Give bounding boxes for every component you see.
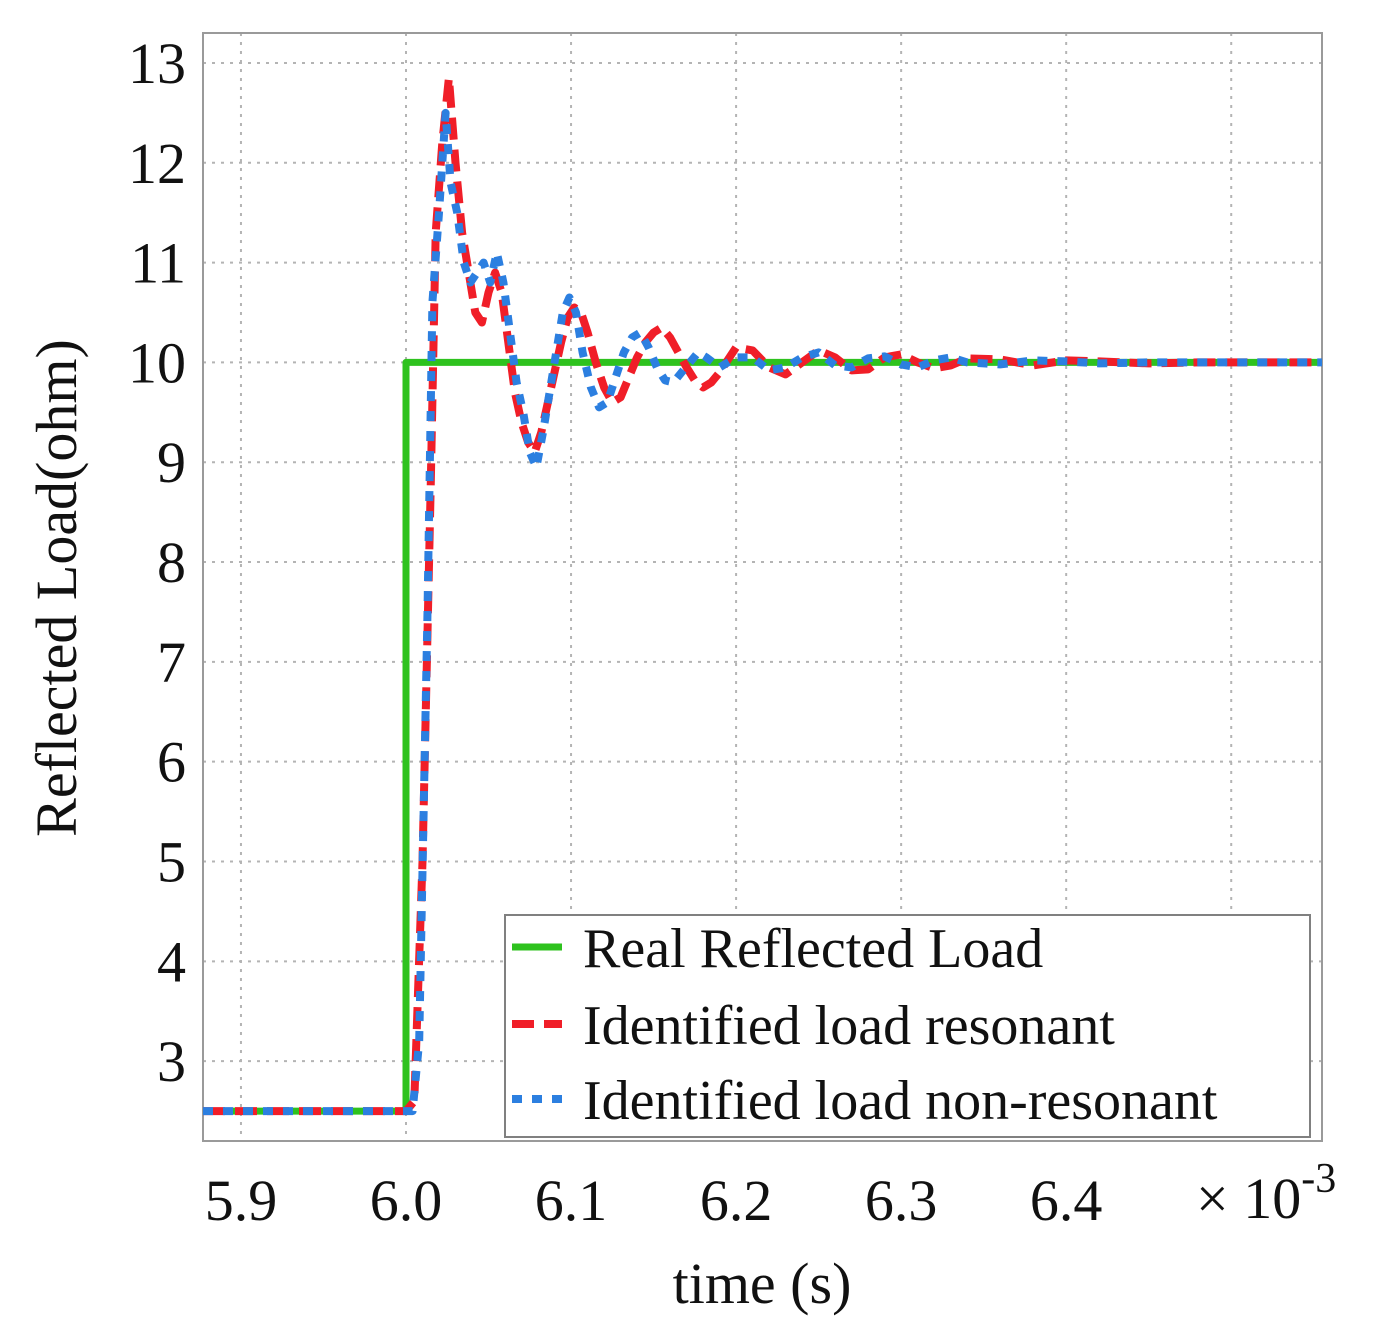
series-layer bbox=[203, 73, 1322, 1116]
x-tick-label-4: 6.3 bbox=[865, 1168, 938, 1233]
y-tick-label-3: 6 bbox=[157, 730, 186, 795]
legend-box bbox=[504, 914, 1311, 1138]
y-tick-label-7: 10 bbox=[128, 330, 186, 395]
x-multiplier-base: × 10 bbox=[1196, 1166, 1301, 1231]
y-tick-label-0: 3 bbox=[157, 1029, 186, 1094]
y-tick-label-10: 13 bbox=[128, 31, 186, 96]
y-tick-label-1: 4 bbox=[157, 929, 186, 994]
x-axis-title: time (s) bbox=[673, 1251, 852, 1316]
y-tick-label-8: 11 bbox=[130, 231, 186, 296]
y-tick-labels: 3 4 5 6 7 8 9 10 11 12 13 bbox=[128, 31, 186, 1094]
legend-label-2: Identified load resonant bbox=[583, 995, 1115, 1057]
y-tick-label-9: 12 bbox=[128, 131, 186, 196]
legend-label-1: Real Reflected Load bbox=[583, 918, 1043, 980]
x-multiplier-exponent: -3 bbox=[1301, 1156, 1336, 1202]
x-tick-label-3: 6.2 bbox=[700, 1168, 773, 1233]
legend-label-3: Identified load non-resonant bbox=[583, 1070, 1218, 1132]
x-tick-label-5: 6.4 bbox=[1030, 1168, 1103, 1233]
x-tick-label-0: 5.9 bbox=[205, 1168, 278, 1233]
y-tick-label-4: 7 bbox=[157, 630, 186, 695]
x-tick-label-1: 6.0 bbox=[370, 1168, 443, 1233]
y-tick-label-6: 9 bbox=[157, 430, 186, 495]
x-multiplier-label: × 10-3 bbox=[1196, 1156, 1336, 1231]
x-tick-label-2: 6.1 bbox=[535, 1168, 608, 1233]
plot-frame bbox=[202, 32, 1323, 1142]
series-line-3 bbox=[203, 108, 1322, 1116]
x-tick-labels: 5.9 6.0 6.1 6.2 6.3 6.4 bbox=[205, 1168, 1103, 1233]
legend: Real Reflected Load Identified load reson… bbox=[504, 914, 1311, 1138]
y-tick-label-2: 5 bbox=[157, 830, 186, 895]
y-tick-label-5: 8 bbox=[157, 530, 186, 595]
y-axis-title: Reflected Load(ohm) bbox=[24, 339, 89, 837]
